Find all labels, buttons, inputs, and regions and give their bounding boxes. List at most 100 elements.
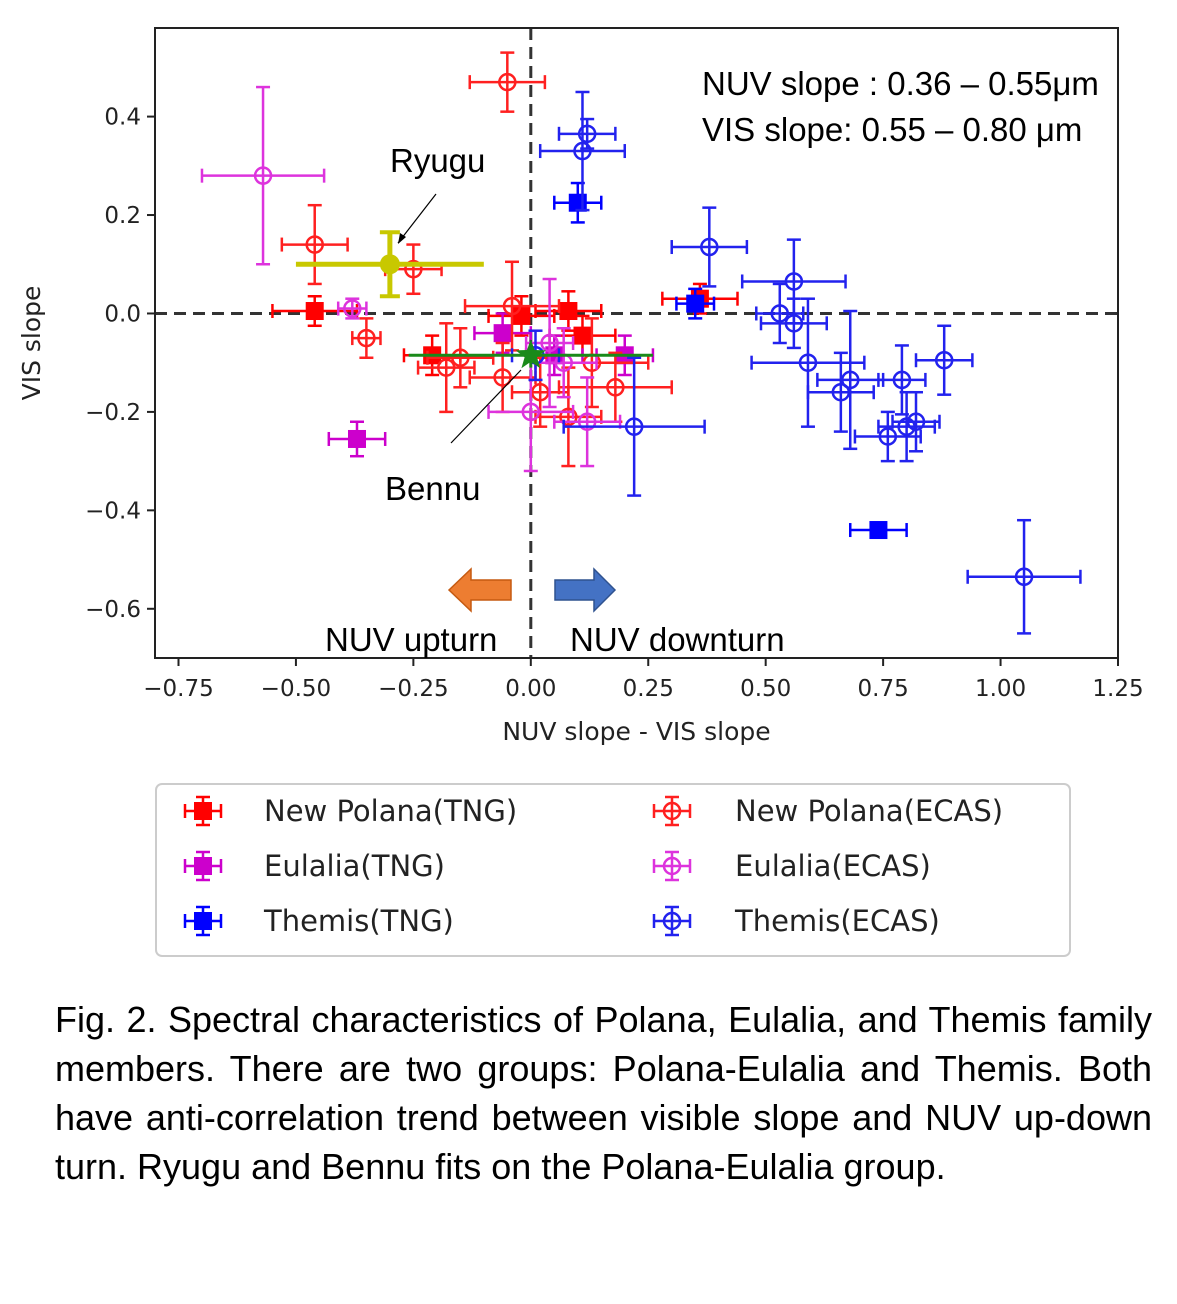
- bennu-point: [515, 339, 546, 369]
- scatter-chart: −0.75 −0.50 −0.25 0.00 0.25 0.50 0.75 1.00 1.25 −…: [17, 27, 1144, 957]
- series3-group: [280, 51, 673, 468]
- y-tick-label-1: −0.4: [85, 498, 141, 524]
- series0-point-2: [512, 306, 531, 325]
- legend-item-3-marker: [662, 801, 682, 821]
- series5-point-12: [906, 412, 926, 431]
- ryugu-point: [379, 254, 400, 275]
- series5-point-1: [573, 141, 592, 161]
- series5-point-3: [784, 272, 804, 291]
- legend-item-3: New Polana(ECAS): [652, 794, 1003, 828]
- legend-item-5-marker: [662, 911, 682, 931]
- series4-point-0: [253, 166, 273, 185]
- series3-point-6: [451, 348, 470, 368]
- plot-marks: [155, 28, 1118, 658]
- series3-point-3: [357, 328, 376, 348]
- series3-point-4: [502, 296, 522, 316]
- x-tick-label-7: 1.00: [975, 676, 1026, 702]
- series0-point-4: [573, 326, 592, 345]
- series0-point-3: [559, 302, 578, 321]
- figure-caption: Fig. 2. Spectral characteristics of Pola…: [55, 999, 1152, 1187]
- bennu-label: Bennu: [385, 470, 480, 507]
- series3-point-9: [559, 407, 578, 427]
- legend-item-4-label: Eulalia(ECAS): [735, 849, 931, 883]
- ryugu-pointer: [397, 193, 437, 244]
- series4-point-3: [540, 333, 559, 353]
- legend-frame: [155, 783, 1071, 957]
- slope-annotation-line2: VIS slope: 0.55 – 0.80 μm: [702, 111, 1082, 148]
- series3-point-8: [530, 382, 550, 402]
- series5-point-11: [897, 417, 916, 436]
- axes: −0.75 −0.50 −0.25 0.00 0.25 0.50 0.75 1.00 1.25 −…: [17, 27, 1144, 746]
- legend-item-1: Eulalia(TNG): [183, 849, 445, 883]
- legend-item-1-label: Eulalia(TNG): [264, 849, 445, 883]
- legend-item-5-label: Themis(ECAS): [734, 904, 940, 938]
- series5-point-7: [831, 382, 851, 402]
- bennu-pointer: [450, 369, 522, 444]
- series3-point-2: [404, 259, 423, 279]
- left-arrow: [447, 567, 512, 613]
- legend-item-1-marker: [194, 857, 212, 875]
- series5-point-15: [1014, 567, 1034, 587]
- x-tick-label-3: 0.00: [505, 676, 556, 702]
- series2-group: [553, 181, 908, 540]
- legend-item-5: Themis(ECAS): [652, 904, 940, 938]
- series5-point-8: [840, 370, 860, 390]
- legend-item-3-label: New Polana(ECAS): [735, 794, 1003, 828]
- y-tick-label-5: 0.4: [104, 105, 141, 131]
- series4-group: [200, 85, 622, 473]
- series0-point-0: [305, 302, 324, 321]
- series5-point-6: [798, 353, 818, 372]
- series5-point-4: [770, 304, 790, 323]
- series1-point-1: [493, 324, 512, 343]
- series2-point-1: [686, 294, 705, 313]
- y-tick-label-2: −0.2: [85, 400, 141, 426]
- series1-point-0: [347, 429, 366, 448]
- y-axis-title: VIS slope: [17, 286, 46, 401]
- x-tick-label-1: −0.50: [261, 676, 331, 702]
- y-tick-label-4: 0.2: [104, 203, 141, 229]
- series3-point-7: [493, 368, 512, 387]
- legend-item-2-marker: [194, 912, 212, 930]
- x-tick-label-6: 0.75: [858, 676, 909, 702]
- legend-item-4: Eulalia(ECAS): [652, 849, 931, 883]
- x-tick-label-2: −0.25: [378, 676, 448, 702]
- ryugu-group: [295, 230, 484, 299]
- series5-point-9: [878, 427, 898, 446]
- y-tick-label-0: −0.6: [85, 597, 141, 623]
- right-arrow: [554, 567, 617, 613]
- ryugu-label: Ryugu: [390, 142, 485, 179]
- series5-point-0: [577, 124, 597, 144]
- series3-point-10: [606, 378, 625, 397]
- bennu-group: [408, 339, 653, 369]
- series2-point-2: [869, 521, 888, 540]
- legend-item-4-marker: [662, 856, 682, 876]
- slope-annotation-line1: NUV slope : 0.36 – 0.55μm: [702, 65, 1099, 102]
- series3-point-0: [498, 72, 517, 92]
- series5-point-10: [892, 370, 912, 390]
- series5-point-13: [934, 350, 954, 370]
- series5-point-5: [784, 314, 804, 333]
- legend: New Polana(TNG) Eulalia(TNG) Themis(TNG) Ne…: [155, 783, 1071, 957]
- x-tick-label-0: −0.75: [143, 676, 213, 702]
- legend-item-2-label: Themis(TNG): [263, 904, 454, 938]
- ryugu-pointer-head: [398, 233, 406, 244]
- x-tick-label-4: 0.25: [623, 676, 674, 702]
- x-axis-title: NUV slope - VIS slope: [502, 717, 770, 746]
- nuv-downturn-label: NUV downturn: [570, 621, 785, 658]
- x-tick-label-8: 1.25: [1092, 676, 1143, 702]
- y-tick-label-3: 0.0: [104, 301, 141, 327]
- series3-point-5: [436, 358, 456, 377]
- series4-point-1: [343, 299, 362, 318]
- annotations: NUV slope : 0.36 – 0.55μm VIS slope: 0.5…: [325, 65, 1099, 658]
- series5-point-2: [700, 237, 719, 257]
- x-tick-label-5: 0.50: [740, 676, 791, 702]
- series3-point-1: [305, 235, 324, 254]
- plot-frame: [154, 27, 1119, 659]
- legend-item-0-marker: [194, 802, 212, 820]
- series5-point-14: [624, 417, 644, 436]
- legend-item-2: Themis(TNG): [183, 904, 454, 938]
- legend-item-0-label: New Polana(TNG): [264, 794, 517, 828]
- nuv-upturn-label: NUV upturn: [325, 621, 497, 658]
- series4-point-2: [521, 402, 541, 422]
- series4-point-5: [577, 412, 597, 431]
